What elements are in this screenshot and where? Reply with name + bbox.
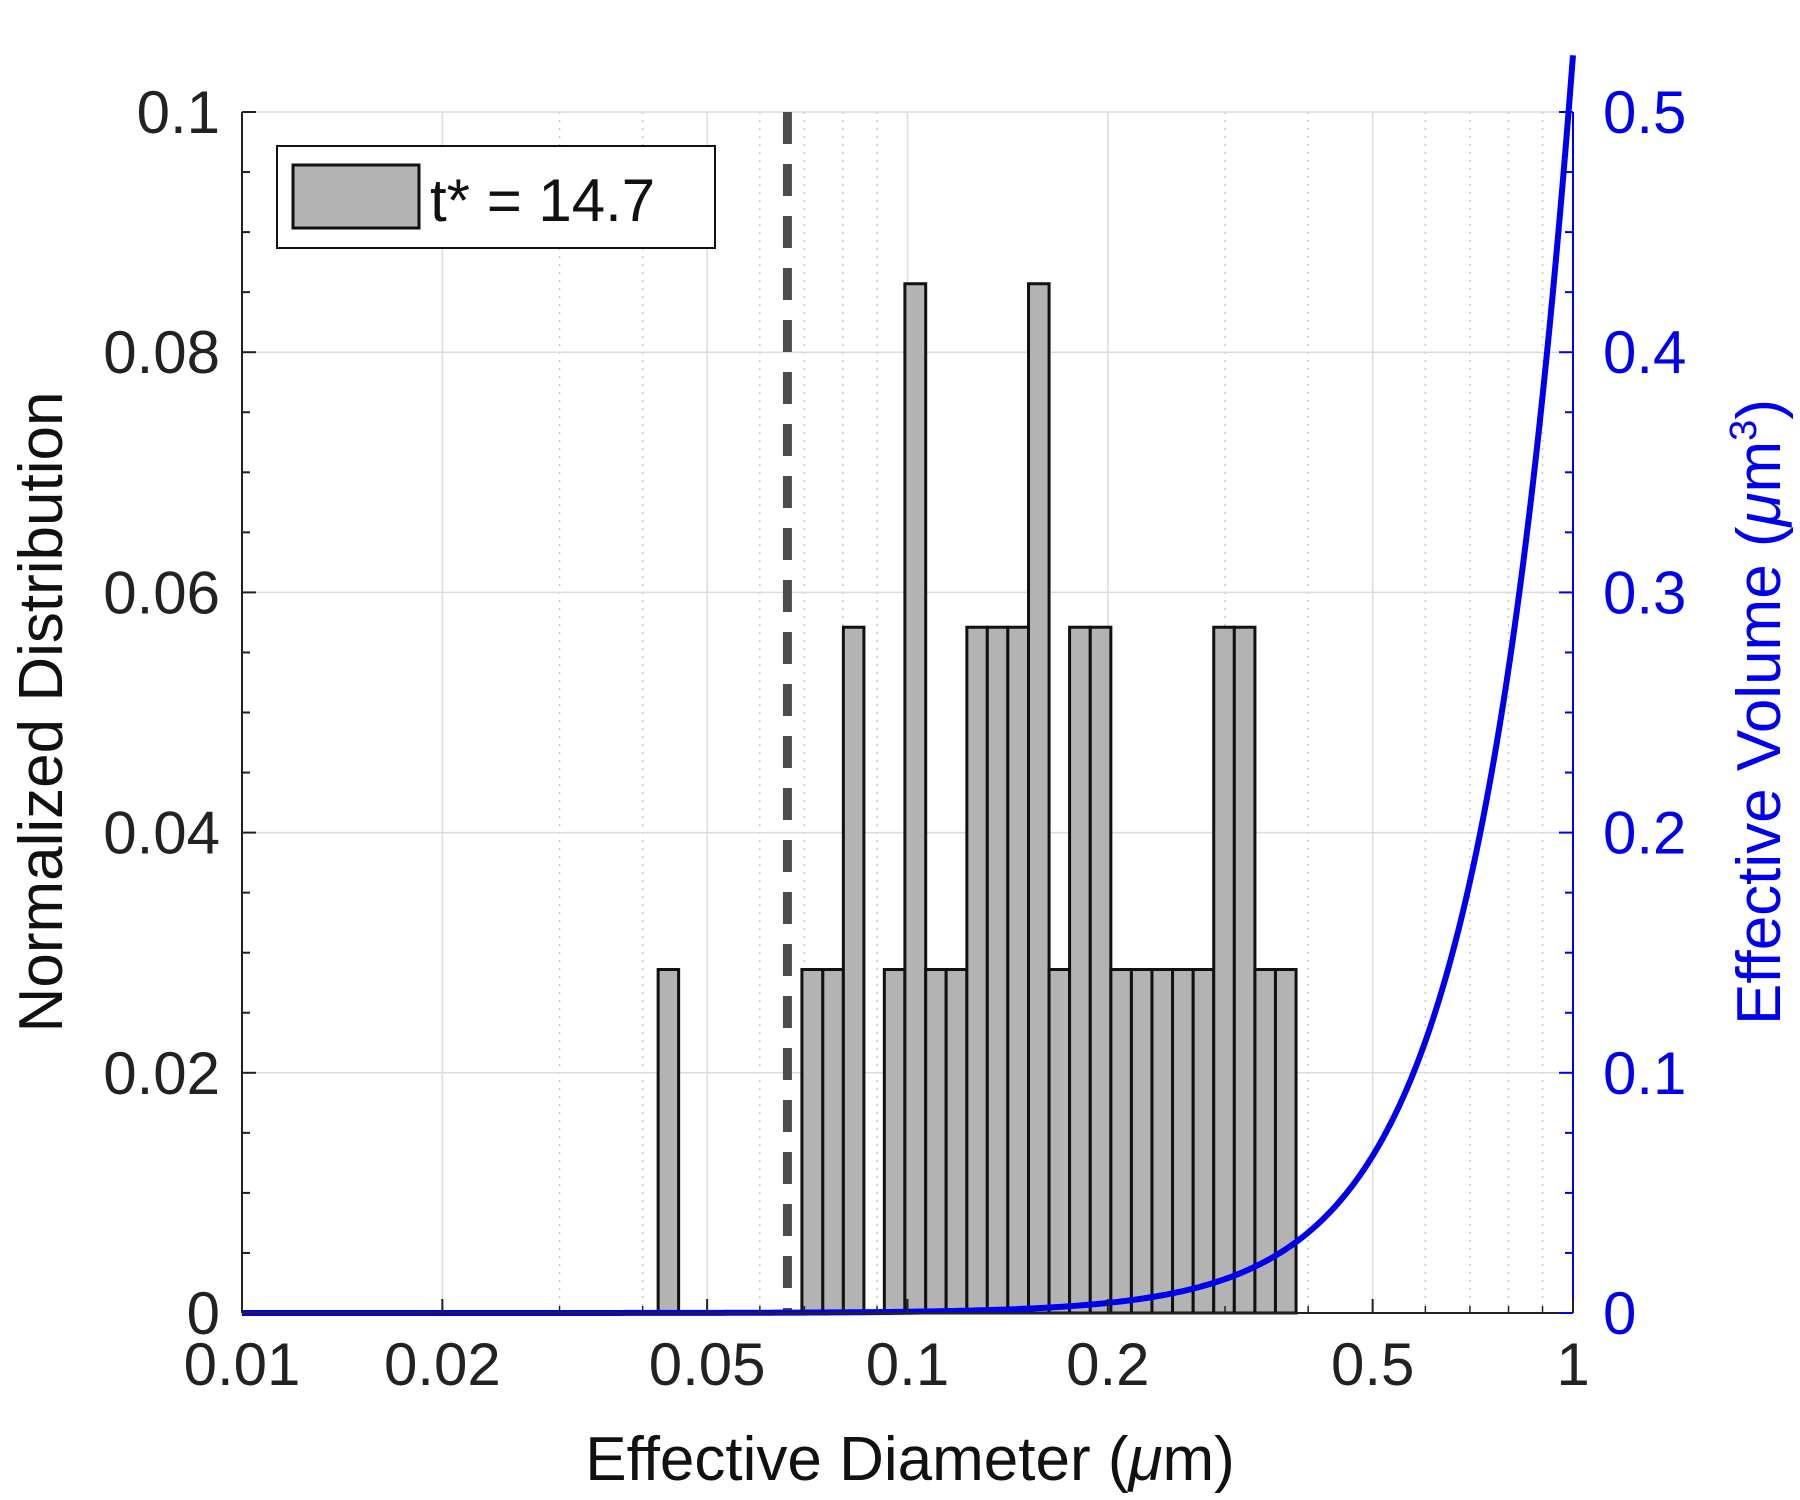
legend-swatch — [291, 163, 421, 230]
histogram-bars — [656, 282, 1298, 1315]
histogram-bar — [1191, 968, 1216, 1315]
histogram-bar — [1232, 625, 1257, 1315]
x-tick-label: 1 — [1556, 1331, 1589, 1398]
legend-label: t* = 14.7 — [430, 167, 655, 234]
y-axis-title: Normalized Distribution — [7, 392, 76, 1033]
histogram-bar — [1171, 968, 1195, 1315]
histogram-bar — [1212, 625, 1236, 1315]
histogram-bar — [1047, 968, 1072, 1315]
histogram-bar — [1088, 625, 1113, 1315]
x-ticks — [241, 1299, 1574, 1313]
tick-labels: 0.01 0.02 0.05 0.1 0.2 0.5 100.020.040.060.080… — [103, 79, 1686, 1398]
y-tick-label-left: 0.06 — [103, 559, 220, 626]
histogram-bar — [656, 968, 681, 1315]
histogram-bar — [944, 968, 969, 1315]
histogram-bar — [903, 282, 928, 1315]
histogram-bar — [882, 968, 907, 1315]
histogram-bar — [1273, 968, 1298, 1315]
x-tick-label: 0.02 — [384, 1331, 501, 1398]
histogram-bar — [821, 968, 845, 1315]
y-tick-label-left: 0.04 — [103, 800, 220, 867]
y2-axis-title: Effective Volume (μm3) — [1723, 399, 1794, 1025]
y-tick-label-right: 0.1 — [1603, 1040, 1686, 1107]
y-tick-label-right: 0.4 — [1603, 319, 1686, 386]
y-tick-label-right: 0 — [1603, 1280, 1636, 1347]
x-tick-label: 0.05 — [649, 1331, 766, 1398]
histogram-bar — [985, 625, 1010, 1315]
y-tick-label-right: 0.2 — [1603, 800, 1686, 867]
x-axis-title: Effective Diameter (μm) — [585, 1425, 1235, 1494]
histogram-bar — [800, 968, 825, 1315]
histogram-bar — [841, 625, 866, 1315]
histogram-bar — [1006, 625, 1031, 1315]
x-tick-label: 0.1 — [866, 1331, 949, 1398]
y-ticks-left — [242, 111, 256, 1314]
x-tick-label: 0.5 — [1331, 1331, 1414, 1398]
y-tick-label-left: 0 — [187, 1280, 220, 1347]
legend: t* = 14.7 — [276, 145, 716, 249]
histogram-bar — [1027, 282, 1051, 1315]
histogram-bar — [1109, 968, 1133, 1315]
histogram-bar — [1129, 968, 1154, 1315]
histogram-bar — [1150, 968, 1175, 1315]
histogram-bar — [965, 625, 989, 1315]
y-ticks-right — [1559, 111, 1573, 1314]
histogram-bar — [1068, 625, 1092, 1315]
x-tick-label: 0.01 — [184, 1331, 301, 1398]
y-tick-label-left: 0.08 — [103, 319, 220, 386]
histogram-bar — [924, 968, 948, 1315]
y-tick-label-right: 0.3 — [1603, 559, 1686, 626]
x-tick-label: 0.2 — [1066, 1331, 1149, 1398]
y-tick-label-right: 0.5 — [1603, 79, 1686, 146]
y-tick-label-left: 0.1 — [137, 79, 220, 146]
y-tick-label-left: 0.02 — [103, 1040, 220, 1107]
